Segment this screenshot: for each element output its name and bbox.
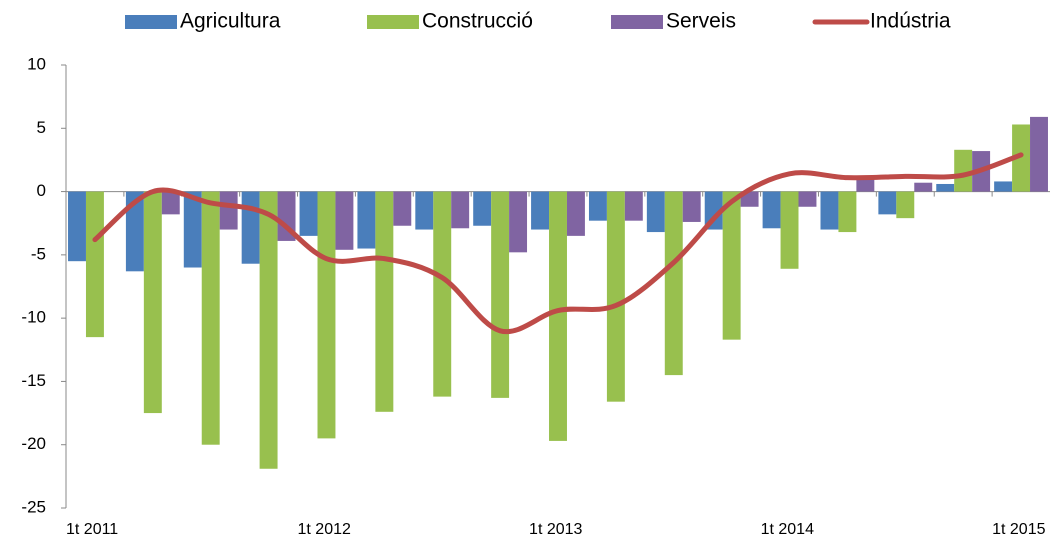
bar [646, 191, 665, 233]
bar [722, 191, 741, 340]
bar [299, 191, 318, 236]
bar [624, 191, 643, 221]
legend-label: Indústria [870, 10, 951, 33]
bar [936, 183, 955, 192]
bar [125, 191, 144, 272]
bar [704, 191, 723, 230]
bar [954, 149, 973, 192]
bar [161, 191, 180, 215]
y-tick-label: 10 [27, 54, 46, 73]
bar [183, 191, 202, 268]
bar [393, 191, 412, 226]
bar [491, 191, 510, 398]
x-tick-label: 1t 2014 [761, 521, 814, 538]
bar [357, 191, 376, 249]
bar [451, 191, 470, 229]
bar [798, 191, 817, 207]
bar [531, 191, 550, 230]
bar [549, 191, 567, 441]
y-tick-label: 5 [37, 118, 46, 137]
bar [682, 191, 701, 222]
bar [201, 191, 220, 445]
legend-swatch [125, 15, 177, 29]
bar [143, 191, 162, 414]
bar [509, 191, 528, 253]
bar [588, 191, 607, 221]
bar [1012, 124, 1031, 192]
legend-swatch [367, 15, 419, 29]
y-tick-label: -5 [31, 244, 46, 263]
bar [375, 191, 394, 412]
legend-swatch [611, 15, 663, 29]
bar [317, 191, 336, 439]
bar [241, 191, 260, 264]
bar [896, 191, 915, 219]
bar [433, 191, 452, 397]
bar [473, 191, 492, 226]
legend-label: Serveis [666, 10, 736, 33]
bar [762, 191, 781, 229]
y-tick-label: 0 [37, 181, 46, 200]
bar [68, 191, 86, 262]
bar [219, 191, 238, 230]
bar [664, 191, 683, 376]
legend-label: Construcció [422, 10, 533, 33]
bar [606, 191, 625, 402]
bar [566, 191, 585, 236]
bar [85, 191, 104, 338]
x-tick-label: 1t 2015 [992, 521, 1045, 538]
bar [878, 191, 897, 215]
bar [335, 191, 354, 250]
y-tick-label: -10 [21, 308, 46, 327]
bar [838, 191, 857, 233]
bar [994, 181, 1013, 192]
bar [780, 191, 799, 269]
x-tick-label: 1t 2013 [529, 521, 582, 538]
bar [820, 191, 839, 230]
bar [914, 182, 933, 192]
x-tick-label: 1t 2012 [298, 521, 351, 538]
line [92, 152, 1024, 335]
x-tick-label: 1t 2011 [66, 521, 118, 538]
bar [740, 191, 759, 207]
bar [415, 191, 434, 230]
y-tick-label: -20 [21, 434, 46, 453]
legend-label: Agricultura [180, 10, 281, 33]
y-tick-label: -15 [21, 371, 46, 390]
bar [856, 178, 875, 192]
bar [259, 191, 278, 469]
y-tick-label: -25 [21, 497, 46, 516]
bar [1030, 116, 1048, 192]
